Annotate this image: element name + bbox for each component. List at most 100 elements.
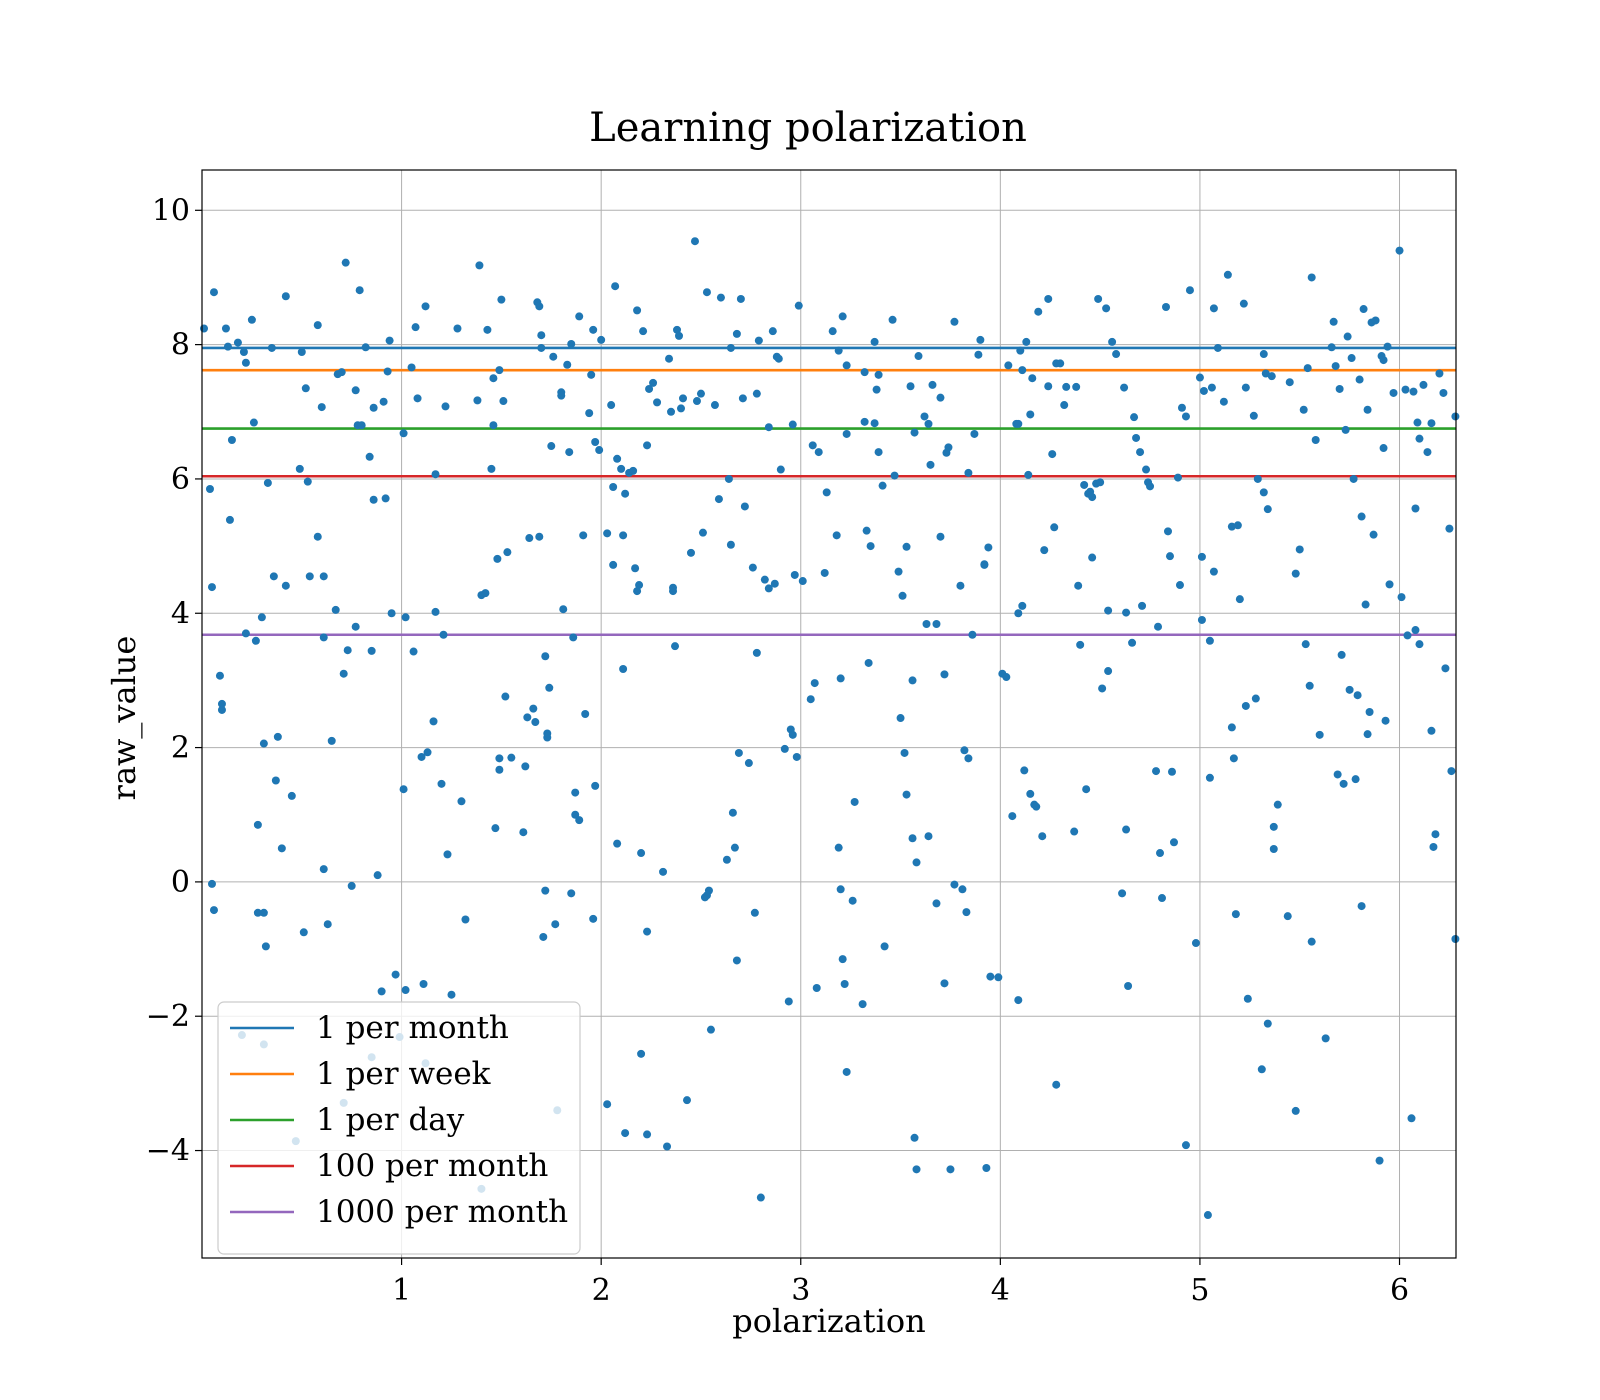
data-point: [1263, 505, 1272, 514]
data-point: [1375, 1156, 1384, 1165]
data-point: [1283, 912, 1292, 921]
data-point: [1431, 830, 1440, 839]
data-point: [1355, 375, 1364, 384]
data-point: [944, 443, 953, 452]
data-point: [1146, 482, 1155, 491]
data-point: [1072, 382, 1081, 391]
data-point: [551, 920, 560, 929]
data-point: [247, 315, 256, 324]
data-point: [323, 920, 332, 929]
data-point: [730, 843, 739, 852]
data-point: [493, 554, 502, 563]
data-point: [287, 791, 296, 800]
legend-label: 100 per month: [316, 1148, 548, 1184]
data-point: [1205, 636, 1214, 645]
data-point: [910, 1133, 919, 1142]
data-point: [1016, 346, 1025, 355]
data-point: [1165, 552, 1174, 561]
data-point: [595, 446, 604, 455]
data-point: [1096, 478, 1105, 487]
data-point: [399, 429, 408, 438]
data-point: [249, 418, 258, 427]
data-point: [1291, 569, 1300, 578]
data-point: [1088, 553, 1097, 562]
data-point: [1108, 337, 1117, 346]
data-point: [850, 797, 859, 806]
data-point: [1227, 522, 1236, 531]
data-point: [227, 435, 236, 444]
data-point: [1018, 601, 1027, 610]
data-point: [525, 534, 534, 543]
data-point: [317, 403, 326, 412]
data-point: [864, 658, 873, 667]
data-point: [1321, 1034, 1330, 1043]
plot-frame: [201, 169, 1457, 1259]
data-point: [1034, 307, 1043, 316]
data-point: [834, 843, 843, 852]
data-point: [215, 671, 224, 680]
data-point: [495, 754, 504, 763]
data-point: [1050, 523, 1059, 532]
data-point: [1158, 894, 1167, 903]
data-point: [1259, 350, 1268, 359]
data-point: [1253, 474, 1262, 483]
data-point: [1257, 1065, 1266, 1074]
data-point: [379, 397, 388, 406]
data-point: [239, 348, 248, 357]
data-point: [874, 448, 883, 457]
data-point: [209, 288, 218, 297]
data-point: [1379, 444, 1388, 453]
chart-title: Learning polarization: [589, 105, 1027, 151]
data-point: [355, 286, 364, 295]
data-point: [870, 337, 879, 346]
data-point: [1369, 530, 1378, 539]
data-point: [1112, 350, 1121, 359]
data-point: [1219, 397, 1228, 406]
data-point: [633, 587, 642, 596]
data-point: [1231, 910, 1240, 919]
data-point: [756, 1193, 765, 1202]
data-point: [1329, 317, 1338, 326]
y-tick-label: 10: [152, 193, 190, 228]
data-point: [495, 366, 504, 375]
data-point: [341, 258, 350, 267]
data-point: [271, 776, 280, 785]
data-point: [1002, 673, 1011, 682]
data-point: [1018, 366, 1027, 375]
data-point: [822, 488, 831, 497]
data-point: [331, 605, 340, 614]
data-point: [810, 679, 819, 688]
data-point: [1197, 552, 1206, 561]
data-points: [199, 237, 1460, 1220]
data-point: [1195, 373, 1204, 382]
data-point: [898, 591, 907, 600]
data-point: [1447, 767, 1456, 776]
data-point: [473, 396, 482, 405]
data-point: [1197, 615, 1206, 624]
data-point: [1361, 600, 1370, 609]
data-point: [932, 620, 941, 629]
data-point: [1307, 273, 1316, 282]
data-point: [834, 346, 843, 355]
data-point: [483, 325, 492, 334]
data-point: [267, 343, 276, 352]
data-point: [643, 1130, 652, 1139]
y-tick-label: −2: [146, 999, 190, 1034]
data-point: [503, 548, 512, 557]
data-point: [842, 429, 851, 438]
data-point: [794, 301, 803, 310]
data-point: [704, 886, 713, 895]
data-point: [722, 855, 731, 864]
data-point: [994, 973, 1003, 982]
data-point: [912, 1165, 921, 1174]
data-point: [1307, 937, 1316, 946]
x-tick-label: 6: [1390, 1273, 1409, 1308]
data-point: [1429, 842, 1438, 851]
data-point: [706, 1025, 715, 1034]
data-point: [906, 382, 915, 391]
data-point: [790, 570, 799, 579]
data-point: [908, 676, 917, 685]
data-point: [1120, 383, 1129, 392]
data-point: [1359, 305, 1368, 314]
